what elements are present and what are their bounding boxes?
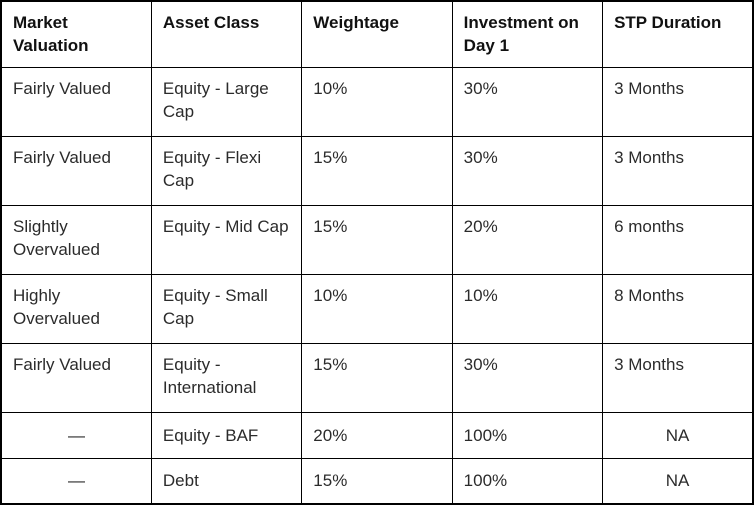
cell-weightage: 15% <box>301 342 453 413</box>
cell-weightage: 15% <box>301 135 453 206</box>
cell-market-valuation: — <box>0 411 152 459</box>
column-header-weightage: Weightage <box>301 0 453 68</box>
cell-stp-duration: NA <box>602 457 754 505</box>
table-row: Fairly Valued Equity - International 15%… <box>0 342 754 413</box>
cell-investment-day1: 100% <box>451 411 604 459</box>
table-row: Highly Overvalued Equity - Small Cap 10%… <box>0 273 754 344</box>
cell-asset-class: Equity - Large Cap <box>150 66 303 137</box>
cell-weightage: 10% <box>301 66 453 137</box>
column-header-asset-class: Asset Class <box>150 0 303 68</box>
cell-weightage: 10% <box>301 273 453 344</box>
cell-stp-duration: 3 Months <box>602 66 754 137</box>
table-header: Market Valuation Asset Class Weightage I… <box>0 0 754 68</box>
cell-investment-day1: 30% <box>451 135 604 206</box>
table-row: Fairly Valued Equity - Large Cap 10% 30%… <box>0 66 754 137</box>
table-row: — Debt 15% 100% NA <box>0 457 754 505</box>
cell-investment-day1: 20% <box>451 204 604 275</box>
cell-investment-day1: 100% <box>451 457 604 505</box>
cell-market-valuation: Slightly Overvalued <box>0 204 152 275</box>
column-header-stp-duration: STP Duration <box>602 0 754 68</box>
column-header-market-valuation: Market Valuation <box>0 0 152 68</box>
cell-weightage: 20% <box>301 411 453 459</box>
cell-stp-duration: 3 Months <box>602 135 754 206</box>
table-body: Fairly Valued Equity - Large Cap 10% 30%… <box>0 66 754 505</box>
cell-market-valuation: — <box>0 457 152 505</box>
cell-asset-class: Equity - International <box>150 342 303 413</box>
table-row: — Equity - BAF 20% 100% NA <box>0 411 754 459</box>
cell-asset-class: Equity - BAF <box>150 411 303 459</box>
cell-market-valuation: Highly Overvalued <box>0 273 152 344</box>
cell-asset-class: Equity - Flexi Cap <box>150 135 303 206</box>
table-row: Slightly Overvalued Equity - Mid Cap 15%… <box>0 204 754 275</box>
cell-investment-day1: 10% <box>451 273 604 344</box>
cell-weightage: 15% <box>301 457 453 505</box>
column-header-investment-day1: Investment on Day 1 <box>451 0 604 68</box>
cell-investment-day1: 30% <box>451 66 604 137</box>
header-row: Market Valuation Asset Class Weightage I… <box>0 0 754 68</box>
cell-asset-class: Debt <box>150 457 303 505</box>
cell-market-valuation: Fairly Valued <box>0 342 152 413</box>
cell-asset-class: Equity - Small Cap <box>150 273 303 344</box>
cell-stp-duration: 8 Months <box>602 273 754 344</box>
cell-asset-class: Equity - Mid Cap <box>150 204 303 275</box>
cell-weightage: 15% <box>301 204 453 275</box>
cell-stp-duration: NA <box>602 411 754 459</box>
table-row: Fairly Valued Equity - Flexi Cap 15% 30%… <box>0 135 754 206</box>
cell-stp-duration: 3 Months <box>602 342 754 413</box>
cell-market-valuation: Fairly Valued <box>0 66 152 137</box>
cell-investment-day1: 30% <box>451 342 604 413</box>
cell-market-valuation: Fairly Valued <box>0 135 152 206</box>
cell-stp-duration: 6 months <box>602 204 754 275</box>
